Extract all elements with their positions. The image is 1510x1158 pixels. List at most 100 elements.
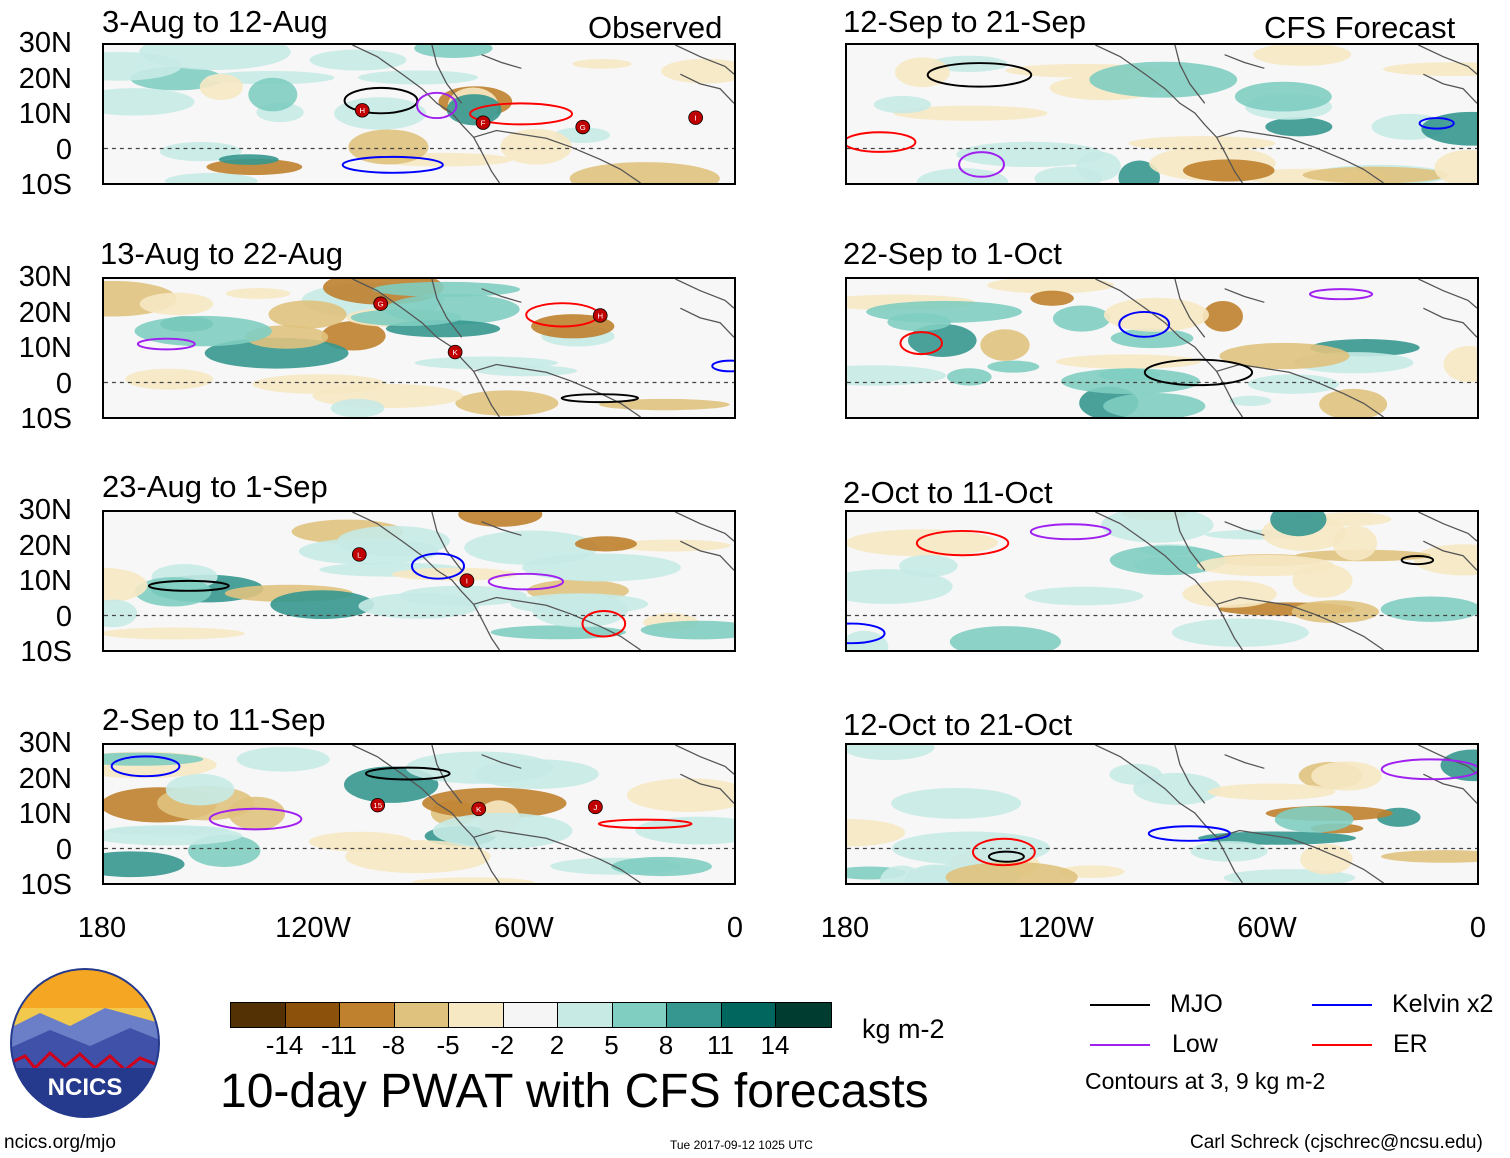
storm-marker: I <box>459 573 475 588</box>
storm-label: H <box>359 106 365 115</box>
lat-label: 10N <box>18 332 72 364</box>
lat-label: 10S <box>20 636 72 668</box>
dry-anomaly <box>1381 850 1477 863</box>
storm-icon <box>575 119 591 135</box>
dry-anomaly <box>104 627 245 640</box>
moist-anomaly <box>414 356 558 370</box>
wave-contour <box>987 850 1025 863</box>
colorbar-cell <box>776 1003 831 1027</box>
moist-anomaly <box>358 70 479 85</box>
colorbar-label: -5 <box>436 1030 460 1060</box>
colorbar-label: 14 <box>760 1030 790 1060</box>
moist-anomaly <box>490 625 627 640</box>
moist-anomaly <box>104 825 243 846</box>
storm-label: F <box>481 119 486 128</box>
footer-timestamp: Tue 2017-09-12 1025 UTC <box>670 1138 813 1152</box>
storm-label: G <box>378 300 384 309</box>
legend-note: Contours at 3, 9 kg m-2 <box>1085 1068 1326 1094</box>
moist-anomaly <box>104 599 138 628</box>
moist-anomaly <box>1190 841 1268 862</box>
storm-label: H <box>597 311 603 320</box>
legend-label-low: Low <box>1172 1030 1218 1058</box>
moist-anomaly <box>1270 512 1327 537</box>
moist-anomaly <box>398 585 528 607</box>
legend-label-er: ER <box>1393 1030 1428 1058</box>
moist-anomaly <box>414 45 493 59</box>
dry-anomaly <box>987 279 1115 294</box>
wave-contour <box>1143 358 1254 387</box>
dry-anomaly <box>1196 554 1335 577</box>
storm-label: J <box>593 803 597 812</box>
moist-anomaly <box>611 856 712 877</box>
panel-title-obs-1: 3-Aug to 12-Aug <box>102 4 328 39</box>
moist-anomaly <box>1421 111 1477 146</box>
colorbar-cell <box>612 1003 667 1027</box>
wave-contour <box>1029 523 1112 541</box>
storm-icon <box>475 115 491 130</box>
colorbar-label: 5 <box>604 1030 619 1060</box>
storm-label: 15 <box>373 801 382 810</box>
moist-anomaly <box>330 398 385 417</box>
map-panel <box>845 277 1479 419</box>
moist-anomaly <box>847 365 947 386</box>
moist-anomaly <box>104 88 195 116</box>
footer-url: ncics.org/mjo <box>4 1132 116 1153</box>
lat-label: 10N <box>18 565 72 597</box>
colorbar-cell <box>558 1003 613 1027</box>
moist-anomaly <box>1024 586 1144 606</box>
storm-icon <box>688 110 704 125</box>
wave-contour <box>410 552 466 580</box>
storm-icon <box>373 296 389 311</box>
wave-contour <box>341 155 444 174</box>
colorbar-label: 2 <box>549 1030 565 1060</box>
dry-anomaly <box>1128 136 1276 151</box>
dry-anomaly <box>1383 62 1477 76</box>
moist-anomaly <box>270 590 375 619</box>
moist-anomaly <box>104 51 182 81</box>
panel-title-obs-3: 23-Aug to 1-Sep <box>102 469 328 504</box>
moist-anomaly <box>432 812 573 849</box>
colorbar-units: kg m-2 <box>862 1014 945 1044</box>
wave-contour <box>972 837 1036 867</box>
dry-anomaly <box>500 128 572 165</box>
wave-contour <box>1380 758 1477 781</box>
moist-anomaly <box>1229 395 1272 407</box>
dry-anomaly <box>1443 346 1477 383</box>
moist-anomaly <box>635 816 734 845</box>
moist-anomaly <box>165 773 235 806</box>
moist-anomaly <box>873 95 931 114</box>
dry-anomaly <box>104 567 148 603</box>
lon-label: 180 <box>77 912 127 944</box>
storm-icon <box>471 801 487 817</box>
moist-anomaly <box>236 746 330 772</box>
dry-anomaly <box>614 539 731 552</box>
dry-anomaly <box>1319 388 1388 417</box>
dry-anomaly <box>139 292 214 316</box>
moist-anomaly <box>1171 618 1309 647</box>
dry-anomaly <box>1302 166 1448 183</box>
lon-label: 180 <box>820 912 870 944</box>
dry-anomaly <box>598 398 730 411</box>
moist-anomaly <box>1109 763 1162 785</box>
colorbar-label: -8 <box>381 1030 406 1060</box>
wave-contour <box>711 359 734 373</box>
dry-anomaly <box>199 73 244 101</box>
wave-contour <box>958 151 1005 178</box>
moist-anomaly <box>164 172 258 183</box>
lat-label: 10S <box>20 869 72 901</box>
wave-contour <box>1308 288 1374 301</box>
wave-contour <box>847 622 886 645</box>
dry-anomaly <box>1055 354 1202 369</box>
map-panel: H F G I <box>102 43 736 185</box>
storm-label: I <box>695 114 697 123</box>
moist-anomaly <box>1274 806 1354 833</box>
lat-label: 10N <box>18 98 72 130</box>
panel-title-fc-2: 22-Sep to 1-Oct <box>843 236 1062 271</box>
wave-contour <box>581 610 627 638</box>
dry-anomaly <box>1253 45 1352 66</box>
moist-anomaly <box>1248 374 1340 394</box>
colorbar-cell <box>340 1003 395 1027</box>
moist-anomaly <box>1034 166 1102 183</box>
map-panel: G K H <box>102 277 736 419</box>
lon-label: 0 <box>1469 912 1487 944</box>
